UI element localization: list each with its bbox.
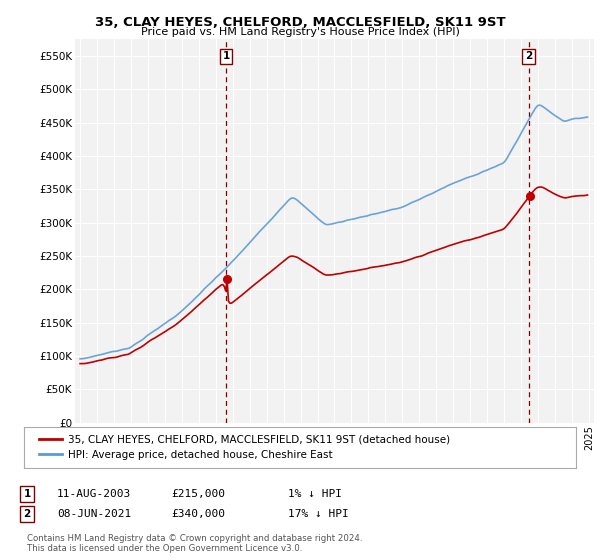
Text: Price paid vs. HM Land Registry's House Price Index (HPI): Price paid vs. HM Land Registry's House … <box>140 27 460 37</box>
Text: 2: 2 <box>525 52 532 62</box>
Text: 17% ↓ HPI: 17% ↓ HPI <box>288 509 349 519</box>
Text: This data is licensed under the Open Government Licence v3.0.: This data is licensed under the Open Gov… <box>27 544 302 553</box>
Legend: 35, CLAY HEYES, CHELFORD, MACCLESFIELD, SK11 9ST (detached house), HPI: Average : 35, CLAY HEYES, CHELFORD, MACCLESFIELD, … <box>35 431 454 464</box>
Text: £215,000: £215,000 <box>171 489 225 499</box>
Text: 35, CLAY HEYES, CHELFORD, MACCLESFIELD, SK11 9ST: 35, CLAY HEYES, CHELFORD, MACCLESFIELD, … <box>95 16 505 29</box>
Text: 1% ↓ HPI: 1% ↓ HPI <box>288 489 342 499</box>
Text: Contains HM Land Registry data © Crown copyright and database right 2024.: Contains HM Land Registry data © Crown c… <box>27 534 362 543</box>
Text: 2: 2 <box>23 509 31 519</box>
Text: £340,000: £340,000 <box>171 509 225 519</box>
Text: 1: 1 <box>23 489 31 499</box>
Text: 11-AUG-2003: 11-AUG-2003 <box>57 489 131 499</box>
Text: 08-JUN-2021: 08-JUN-2021 <box>57 509 131 519</box>
Text: 1: 1 <box>223 52 230 62</box>
